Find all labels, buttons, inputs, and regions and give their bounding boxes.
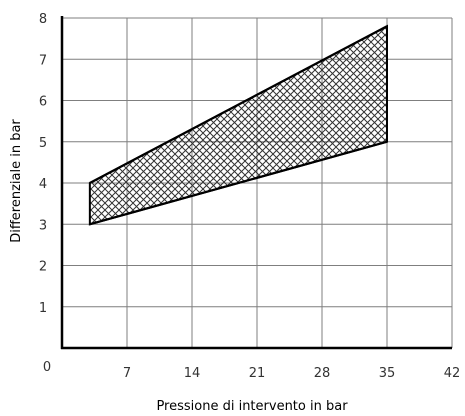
x-tick-label: 7 — [123, 366, 131, 381]
y-tick-label: 5 — [39, 136, 47, 151]
origin-label: 0 — [43, 360, 51, 375]
upper-boundary-line — [89, 25, 388, 184]
x-axis-title: Pressione di intervento in bar — [156, 399, 348, 414]
y-tick-label: 4 — [39, 177, 47, 192]
y-tick-labels: 1 2 3 4 5 6 7 8 — [39, 12, 47, 316]
x-tick-label: 28 — [314, 366, 331, 381]
y-tick-label: 3 — [39, 218, 47, 233]
y-tick-label: 7 — [39, 53, 47, 68]
y-tick-label: 8 — [39, 12, 47, 27]
x-tick-label: 42 — [444, 366, 461, 381]
y-axis-title: Differenziale in bar — [9, 119, 24, 243]
data-area — [88, 24, 388, 226]
hatched-region — [88, 24, 388, 226]
x-tick-label: 21 — [249, 366, 266, 381]
lower-boundary-line — [89, 140, 388, 226]
x-tick-label: 14 — [184, 366, 201, 381]
y-tick-label: 6 — [39, 95, 47, 110]
y-tick-label: 1 — [39, 301, 47, 316]
axes — [60, 16, 452, 350]
x-tick-labels: 7 14 21 28 35 42 — [123, 366, 460, 381]
y-tick-label: 2 — [39, 260, 47, 275]
x-tick-label: 35 — [379, 366, 396, 381]
